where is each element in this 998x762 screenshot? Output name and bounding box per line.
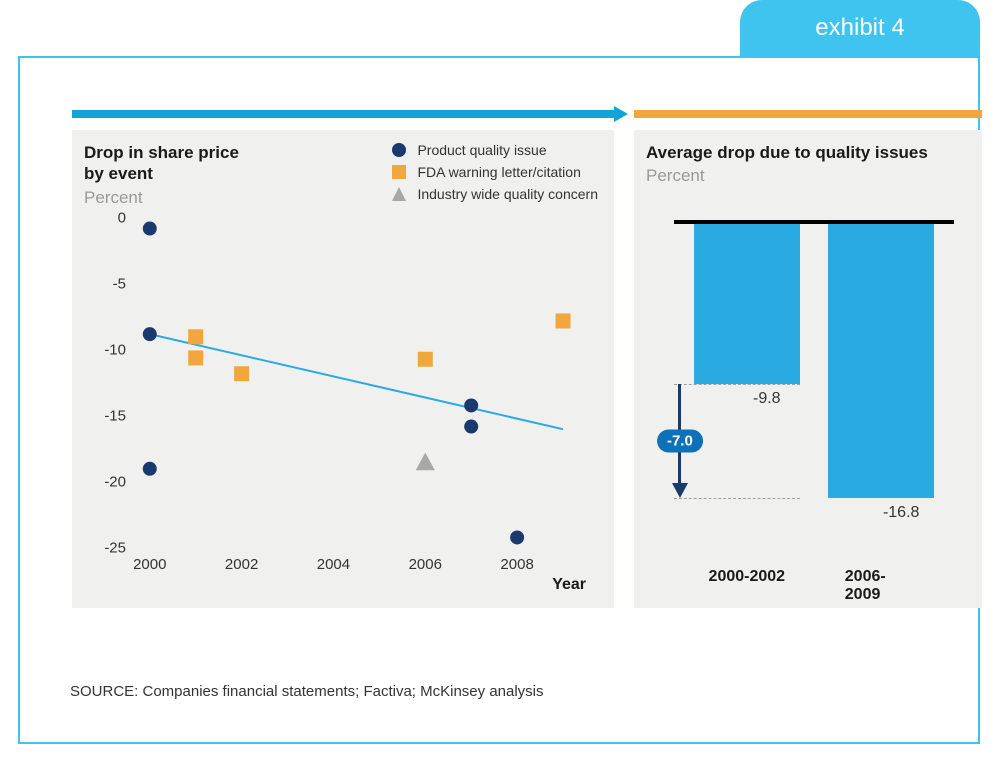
bar-panel: Average drop due to quality issues Perce… (634, 130, 982, 608)
bar-dash-guide (674, 384, 800, 385)
scatter-x-tick: 2004 (317, 556, 350, 573)
scatter-x-axis-title: Year (552, 576, 586, 594)
scatter-x-tick: 2000 (133, 556, 166, 573)
scatter-unit: Percent (84, 187, 239, 208)
bar (828, 224, 934, 498)
scatter-x-tick: 2008 (500, 556, 533, 573)
legend-row-industry: Industry wide quality concern (391, 186, 598, 202)
exhibit-tab: exhibit 4 (740, 0, 980, 56)
scatter-y-tick: -20 (86, 474, 126, 491)
scatter-panel: Drop in share price by event Percent Pro… (72, 130, 614, 608)
square-icon (391, 164, 407, 180)
legend-label-industry: Industry wide quality concern (417, 186, 598, 202)
scatter-title-line2: by event (84, 164, 153, 183)
bar-value-label: -16.8 (883, 504, 919, 522)
scatter-y-tick: -5 (86, 276, 126, 293)
legend-row-fda: FDA warning letter/citation (391, 164, 598, 180)
scatter-y-tick: 0 (86, 210, 126, 227)
bar-title-text: Average drop due to quality issues (646, 143, 928, 162)
source-line: SOURCE: Companies financial statements; … (70, 683, 544, 700)
accent-bar-left (72, 110, 614, 118)
diff-value-pill: -7.0 (657, 429, 703, 452)
scatter-title-line1: Drop in share price (84, 143, 239, 162)
bar-dash-guide (674, 498, 800, 499)
scatter-title: Drop in share price by event Percent (84, 142, 239, 208)
legend-label-quality: Product quality issue (417, 142, 546, 158)
bar-title: Average drop due to quality issues Perce… (646, 142, 928, 187)
scatter-y-tick: -25 (86, 540, 126, 557)
bar (694, 224, 800, 384)
legend-label-fda: FDA warning letter/citation (417, 164, 580, 180)
triangle-icon (391, 186, 407, 202)
bar-category-label: 2000-2002 (709, 568, 786, 586)
bar-plot-area: -9.82000-2002-16.82006-2009-7.0 (674, 220, 954, 550)
bar-value-label: -9.8 (753, 390, 781, 408)
scatter-y-tick: -15 (86, 408, 126, 425)
exhibit-page: exhibit 4 Drop in share price by event P… (0, 0, 998, 762)
scatter-y-tick: -10 (86, 342, 126, 359)
bar-unit: Percent (646, 165, 928, 186)
circle-icon (391, 142, 407, 158)
scatter-svg (136, 218, 586, 548)
accent-bar-right (634, 110, 982, 118)
scatter-legend: Product quality issue FDA warning letter… (391, 142, 598, 208)
accent-bar-caret (614, 106, 628, 122)
scatter-x-tick: 2006 (409, 556, 442, 573)
exhibit-frame: Drop in share price by event Percent Pro… (18, 56, 980, 744)
scatter-x-tick: 2002 (225, 556, 258, 573)
exhibit-tab-label: exhibit 4 (815, 14, 904, 42)
bar-category-label: 2006-2009 (845, 568, 918, 604)
legend-row-quality: Product quality issue (391, 142, 598, 158)
diff-arrow-head-icon (672, 483, 688, 498)
scatter-plot-area: Year 0-5-10-15-20-2520002002200420062008 (136, 218, 586, 548)
